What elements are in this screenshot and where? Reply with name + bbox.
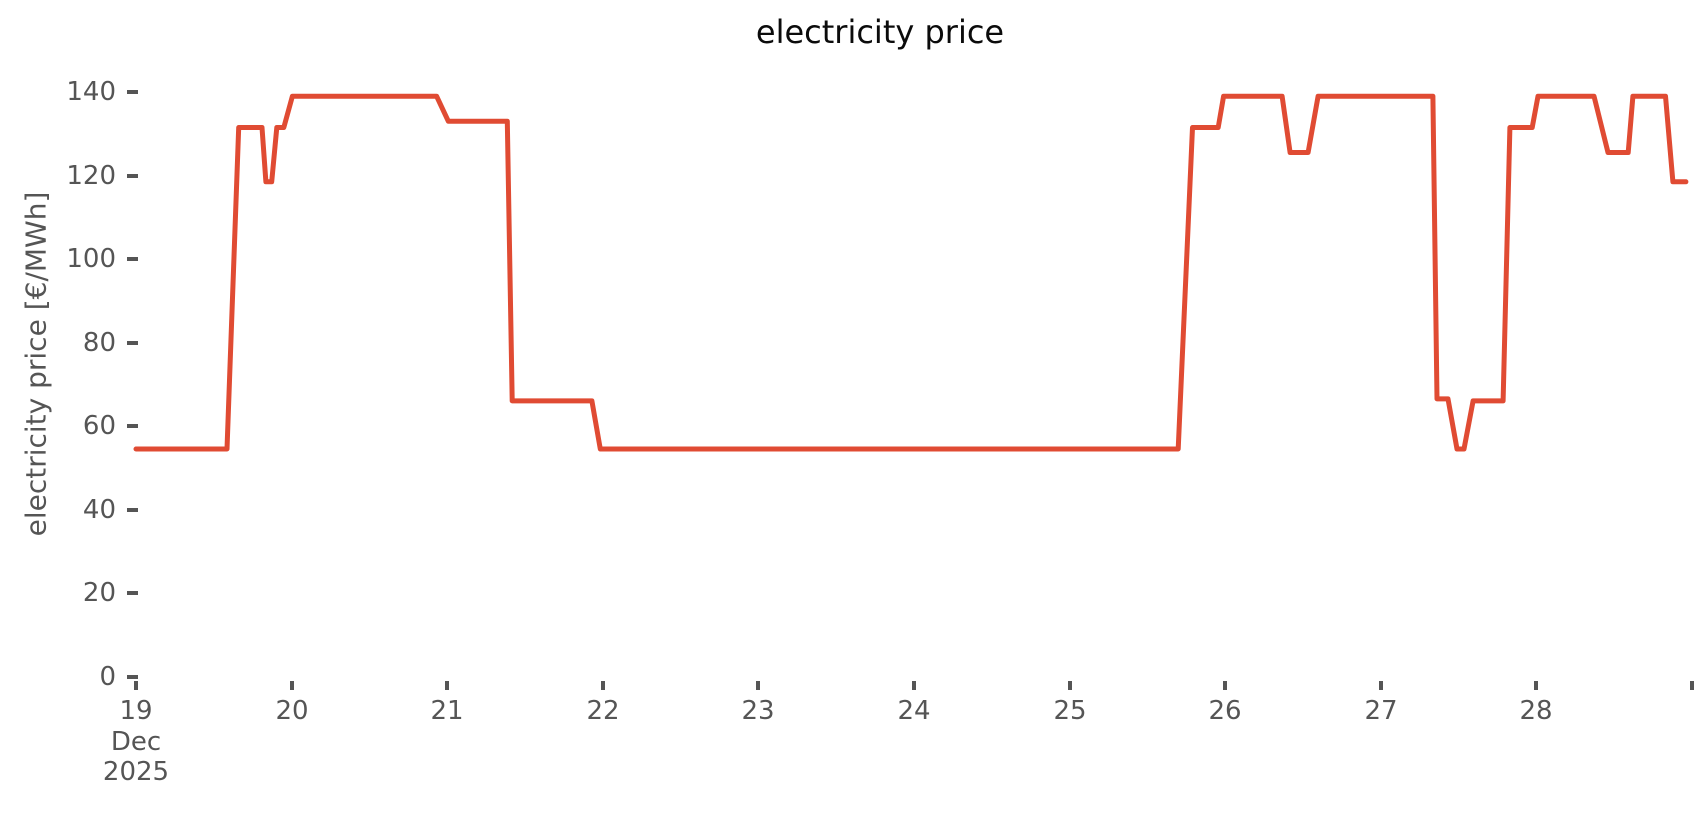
x-tick-mark (1534, 681, 1538, 690)
y-tick-mark (127, 675, 138, 679)
y-tick-mark (127, 257, 138, 261)
y-tick-mark (127, 424, 138, 428)
price-line (133, 93, 1689, 452)
x-tick-mark (1223, 681, 1227, 690)
y-tick-label: 20 (82, 578, 116, 608)
y-tick-mark (127, 341, 138, 345)
x-tick-sublabel: 2025 (102, 757, 170, 787)
x-tick-mark (445, 681, 449, 690)
x-tick-mark (1379, 681, 1383, 690)
x-tick-label: 27 (1364, 696, 1398, 726)
x-tick-mark (756, 681, 760, 690)
y-tick-label: 60 (82, 411, 116, 441)
y-tick-label: 140 (66, 77, 116, 107)
x-tick-label: 21 (430, 696, 464, 726)
x-tick-label: 28 (1519, 696, 1553, 726)
x-tick-mark (912, 681, 916, 690)
x-tick-label: 25 (1053, 696, 1087, 726)
x-tick-label: 24 (897, 696, 931, 726)
y-tick-mark (127, 90, 138, 94)
y-tick-mark (127, 591, 138, 595)
x-tick-label: 26 (1208, 696, 1242, 726)
y-tick-label: 100 (66, 244, 116, 274)
x-tick-sublabel: Dec (110, 727, 162, 757)
x-tick-mark (601, 681, 605, 690)
y-tick-label: 80 (82, 328, 116, 358)
x-tick-label: 19 (119, 696, 153, 726)
x-tick-mark (1690, 681, 1694, 690)
x-tick-mark (290, 681, 294, 690)
x-tick-label: 23 (741, 696, 775, 726)
x-tick-mark (1068, 681, 1072, 690)
y-tick-label: 0 (99, 662, 116, 692)
x-tick-mark (134, 681, 138, 690)
chart-title: electricity price (755, 13, 1005, 51)
y-tick-mark (127, 174, 138, 178)
y-tick-mark (127, 508, 138, 512)
y-tick-label: 40 (82, 495, 116, 525)
x-tick-label: 22 (586, 696, 620, 726)
x-tick-label: 20 (275, 696, 309, 726)
y-tick-label: 120 (66, 161, 116, 191)
